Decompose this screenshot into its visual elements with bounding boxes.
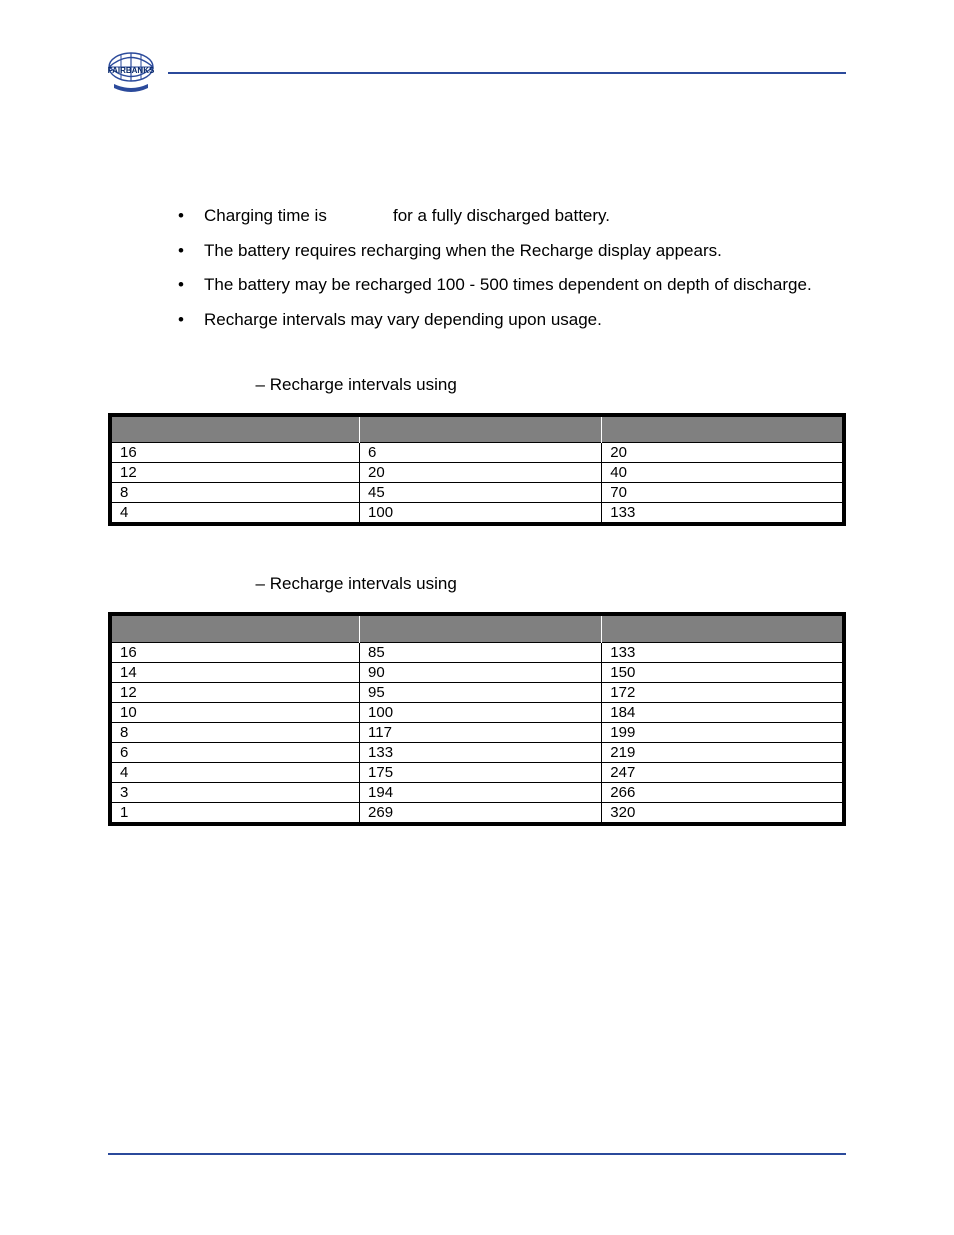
table2-caption: Table 2 – Recharge intervals using four … xyxy=(196,574,846,594)
caption-hidden-prefix: Table 2 xyxy=(196,574,256,593)
table-cell: 1 xyxy=(110,802,360,824)
table-row: 122040 xyxy=(110,463,844,483)
bullet-item: The battery may be recharged 100 - 500 t… xyxy=(178,273,846,298)
table-cell: 199 xyxy=(602,722,844,742)
table-cell: 247 xyxy=(602,762,844,782)
caption-hidden-suffix: four load cells xyxy=(462,574,567,593)
bullet-item: Recharge intervals may vary depending up… xyxy=(178,308,846,333)
footer-row: 51146 Rev. 3 14 05/10 xyxy=(108,1163,846,1179)
table-cell: 16 xyxy=(110,642,360,662)
table-cell: 70 xyxy=(602,483,844,503)
header-rule xyxy=(168,72,846,74)
table-cell: 133 xyxy=(602,503,844,525)
table-cell: 194 xyxy=(360,782,602,802)
caption-hidden-prefix: Table 1 xyxy=(196,375,256,394)
table-cell: 85 xyxy=(360,642,602,662)
table-cell: 4 xyxy=(110,503,360,525)
table-row: 10100184 xyxy=(110,702,844,722)
table-cell: 12 xyxy=(110,682,360,702)
table-cell: 8 xyxy=(110,722,360,742)
table1-caption: Table 1 – Recharge intervals using one l… xyxy=(196,375,846,395)
table-cell: 184 xyxy=(602,702,844,722)
section-title: 3.4. Battery Information xyxy=(108,164,846,186)
caption-visible: – Recharge intervals using xyxy=(256,375,462,394)
table-row: 84570 xyxy=(110,483,844,503)
table-cell: 266 xyxy=(602,782,844,802)
table-cell: 90 xyxy=(360,662,602,682)
table-cell: 20 xyxy=(602,443,844,463)
table-header-row xyxy=(110,415,844,443)
table-row: 1269320 xyxy=(110,802,844,824)
footer-center: 14 xyxy=(492,1163,508,1179)
bullet-list: Charging time is 8 hours for a fully dis… xyxy=(178,204,846,333)
bullet-text: Recharge intervals may vary depending up… xyxy=(204,310,602,329)
caption-visible: – Recharge intervals using xyxy=(256,574,462,593)
table-row: 4100133 xyxy=(110,503,844,525)
bullet-text: The battery requires recharging when the… xyxy=(204,241,722,260)
table-cell: 12 xyxy=(110,463,360,483)
table-cell: 269 xyxy=(360,802,602,824)
table-cell: 45 xyxy=(360,483,602,503)
fairbanks-logo: FAIRBANKS xyxy=(102,48,160,100)
footer-left: 51146 Rev. 3 xyxy=(108,1163,189,1179)
table-row: 6133219 xyxy=(110,742,844,762)
table-row: 1685133 xyxy=(110,642,844,662)
table-cell: 6 xyxy=(360,443,602,463)
table-cell: 14 xyxy=(110,662,360,682)
bullet-text-post: for a fully discharged battery. xyxy=(388,206,610,225)
page-footer: 51146 Rev. 3 14 05/10 xyxy=(108,1153,846,1179)
table-cell: 6 xyxy=(110,742,360,762)
table-row: 1490150 xyxy=(110,662,844,682)
table1-col3-header xyxy=(602,415,844,443)
page-header: FAIRBANKS xyxy=(108,48,846,108)
bullet-text-pre: Charging time is xyxy=(204,206,332,225)
bullet-item: The battery requires recharging when the… xyxy=(178,239,846,264)
table-row: 16620 xyxy=(110,443,844,463)
table-cell: 133 xyxy=(360,742,602,762)
table-cell: 16 xyxy=(110,443,360,463)
table2: 1685133149015012951721010018481171996133… xyxy=(108,612,846,826)
table2-col2-header xyxy=(360,614,602,642)
bullet-text: The battery may be recharged 100 - 500 t… xyxy=(204,275,812,294)
page-body: FAIRBANKS 3.4. Battery Information Charg… xyxy=(0,0,954,826)
table-row: 1295172 xyxy=(110,682,844,702)
table-cell: 3 xyxy=(110,782,360,802)
table-cell: 20 xyxy=(360,463,602,483)
table-cell: 8 xyxy=(110,483,360,503)
footer-right: 05/10 xyxy=(811,1163,846,1179)
table1-col1-header xyxy=(110,415,360,443)
table-cell: 100 xyxy=(360,702,602,722)
table-cell: 10 xyxy=(110,702,360,722)
table-cell: 320 xyxy=(602,802,844,824)
table2-col3-header xyxy=(602,614,844,642)
caption-hidden-suffix: one load cell xyxy=(462,375,557,394)
table-cell: 175 xyxy=(360,762,602,782)
table1-col2-header xyxy=(360,415,602,443)
table-cell: 133 xyxy=(602,642,844,662)
table-cell: 100 xyxy=(360,503,602,525)
table-cell: 4 xyxy=(110,762,360,782)
table-cell: 219 xyxy=(602,742,844,762)
svg-text:FAIRBANKS: FAIRBANKS xyxy=(108,66,155,75)
table-cell: 117 xyxy=(360,722,602,742)
bullet-text-gap: 8 hours xyxy=(332,206,389,225)
table-row: 8117199 xyxy=(110,722,844,742)
table-header-row xyxy=(110,614,844,642)
table-cell: 172 xyxy=(602,682,844,702)
table-cell: 95 xyxy=(360,682,602,702)
table-cell: 150 xyxy=(602,662,844,682)
table-cell: 40 xyxy=(602,463,844,483)
table1: 16620122040845704100133 xyxy=(108,413,846,527)
table2-col1-header xyxy=(110,614,360,642)
table-row: 3194266 xyxy=(110,782,844,802)
bullet-item: Charging time is 8 hours for a fully dis… xyxy=(178,204,846,229)
table-row: 4175247 xyxy=(110,762,844,782)
footer-rule xyxy=(108,1153,846,1155)
